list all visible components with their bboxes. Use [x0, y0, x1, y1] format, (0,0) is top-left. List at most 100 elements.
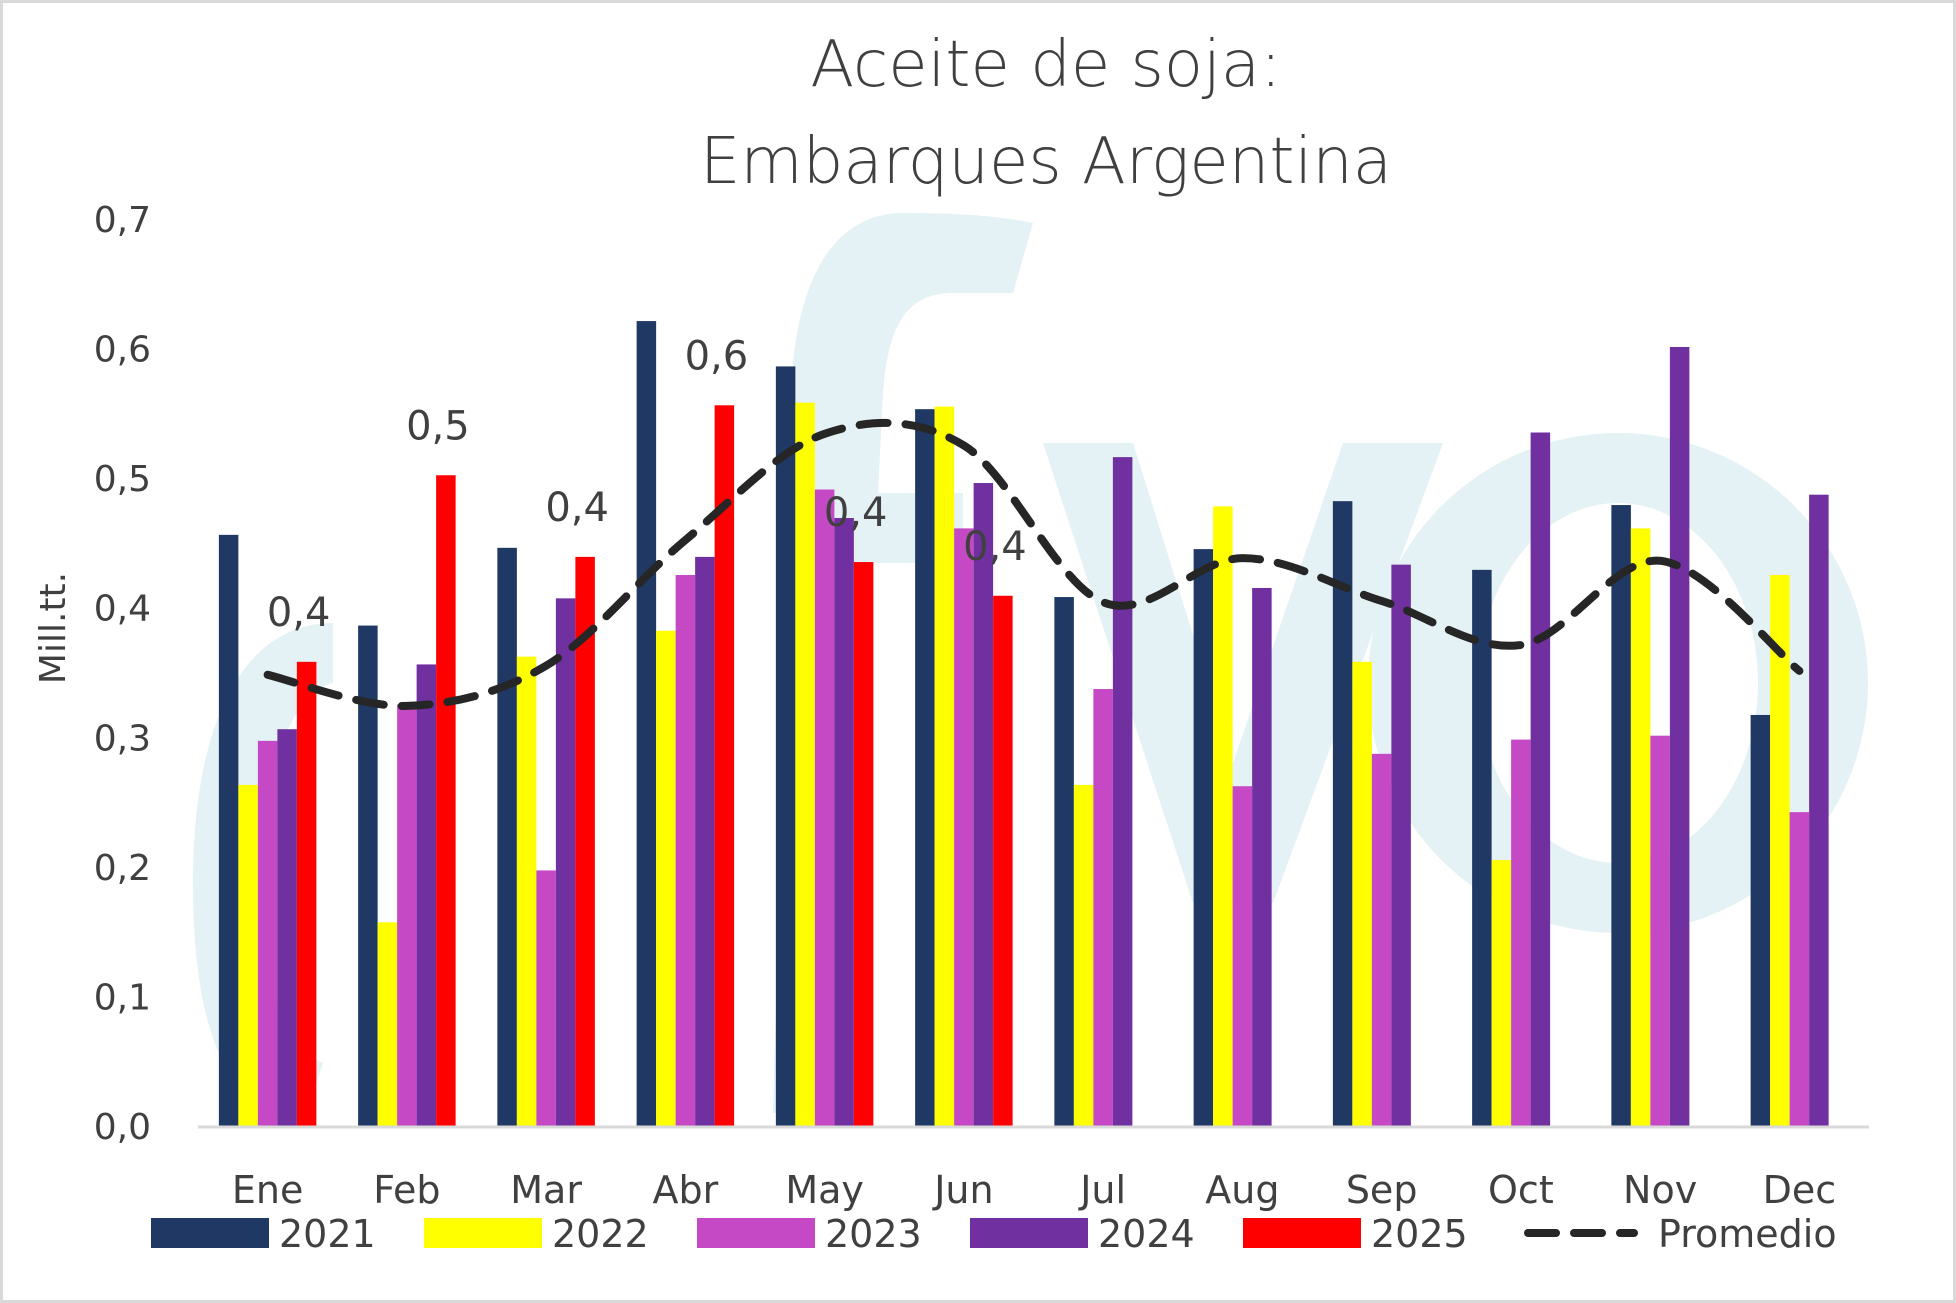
legend-swatch-2022	[424, 1218, 542, 1248]
bar-2021-May	[775, 366, 796, 1127]
x-tick-label: Jul	[1078, 1168, 1126, 1212]
x-tick-label: Abr	[653, 1168, 719, 1212]
bar-2023-Abr	[675, 575, 696, 1127]
bar-2022-Aug	[1213, 506, 1233, 1127]
bar-2021-Sep	[1332, 501, 1353, 1127]
bar-2022-Oct	[1491, 860, 1512, 1127]
data-label-2025-Mar: 0,4	[545, 485, 609, 531]
bar-2024-Abr	[695, 556, 715, 1127]
x-tick-label: Aug	[1205, 1168, 1279, 1212]
bar-2022-Jun	[934, 406, 955, 1127]
bar-2024-Sep	[1391, 564, 1411, 1127]
data-label-2025-Abr: 0,6	[685, 333, 749, 379]
bar-2021-Nov	[1611, 505, 1631, 1127]
legend-swatch-2023	[697, 1218, 815, 1248]
y-tick-label: 0,6	[94, 330, 151, 371]
y-axis-label: Mill.tt.	[33, 572, 74, 684]
y-axis-ticks: 0,0 0,1 0,2 0,3 0,4 0,5 0,6 0,7	[94, 200, 151, 1148]
x-axis-categories: Ene Feb Mar Abr May Jun Jul Aug Sep Oct Nov Dec	[232, 1168, 1836, 1212]
bar-2025-Ene	[296, 661, 317, 1127]
x-tick-label: Oct	[1488, 1168, 1554, 1212]
bar-2022-Abr	[656, 630, 676, 1127]
bar-2022-Ene	[238, 784, 258, 1127]
average-line-layer	[263, 418, 1804, 710]
bars-layer	[218, 321, 1829, 1128]
chart-canvas: Aceite de soja: Embarques Argentina Mill…	[33, 28, 1869, 1256]
x-tick-label: Nov	[1623, 1168, 1697, 1212]
legend: 2021 2022 2023 2024 2025 Promedio	[151, 1212, 1837, 1256]
bar-2022-May	[795, 402, 815, 1128]
bar-2024-Nov	[1669, 346, 1690, 1128]
bar-2021-Abr	[636, 321, 657, 1128]
y-tick-label: 0,2	[94, 848, 151, 889]
legend-label: 2022	[552, 1212, 649, 1256]
legend-swatch-2021	[151, 1218, 269, 1248]
data-label-2025-Feb: 0,5	[406, 403, 470, 449]
bar-2023-Jul	[1093, 689, 1113, 1127]
bar-2021-Feb	[358, 625, 378, 1127]
bar-2024-Jul	[1112, 457, 1133, 1127]
data-label-2025-May: 0,4	[824, 490, 888, 536]
legend-swatch-2025	[1243, 1218, 1361, 1248]
bar-2023-Feb	[397, 704, 417, 1127]
chart-subtitle: Embarques Argentina	[700, 125, 1392, 199]
bar-2023-Mar	[536, 870, 556, 1127]
average-line	[263, 418, 1804, 710]
y-tick-label: 0,3	[94, 718, 151, 759]
bar-2021-Jun	[915, 409, 935, 1127]
legend-label: Promedio	[1658, 1212, 1837, 1256]
bar-2024-Jun	[973, 483, 994, 1127]
legend-label: 2024	[1098, 1212, 1195, 1256]
chart-title-group: Aceite de soja: Embarques Argentina	[700, 28, 1392, 199]
x-tick-label: Sep	[1346, 1168, 1418, 1212]
chart-title: Aceite de soja:	[810, 28, 1281, 102]
bar-2022-Mar	[516, 656, 537, 1127]
bar-2023-Nov	[1650, 735, 1670, 1127]
bar-2024-Feb	[416, 664, 437, 1127]
data-label-2025-Jun: 0,4	[963, 524, 1027, 570]
bar-2025-Jun	[993, 595, 1013, 1127]
x-tick-label: Jun	[932, 1168, 993, 1212]
bar-2022-Feb	[377, 922, 398, 1127]
y-tick-label: 0,7	[94, 200, 151, 241]
bar-2023-Dec	[1789, 812, 1810, 1127]
data-labels-layer: 0,4 0,5 0,4 0,6 0,4 0,4	[267, 333, 1027, 636]
bar-2024-Oct	[1530, 432, 1551, 1127]
bar-2023-Jun	[954, 528, 974, 1127]
bar-2025-Abr	[714, 405, 735, 1128]
bar-2022-Sep	[1352, 661, 1372, 1127]
bar-2025-May	[853, 562, 874, 1127]
bar-2023-Ene	[257, 740, 278, 1127]
legend-label: 2021	[279, 1212, 376, 1256]
bar-2025-Feb	[436, 475, 456, 1127]
bar-2021-Jul	[1054, 597, 1074, 1127]
bar-2024-Aug	[1252, 587, 1272, 1127]
legend-swatch-2024	[970, 1218, 1088, 1248]
x-tick-label: Ene	[232, 1168, 303, 1212]
bar-2023-Aug	[1232, 786, 1253, 1127]
y-tick-label: 0,4	[94, 589, 151, 630]
legend-label: 2025	[1371, 1212, 1468, 1256]
y-tick-label: 0,5	[94, 459, 151, 500]
bar-2022-Dec	[1770, 575, 1790, 1127]
bar-2021-Dec	[1750, 714, 1771, 1127]
bar-2022-Nov	[1630, 528, 1651, 1127]
x-tick-label: Mar	[510, 1168, 582, 1212]
x-tick-label: Dec	[1763, 1168, 1837, 1212]
bar-2021-Aug	[1193, 549, 1214, 1127]
x-tick-label: Feb	[373, 1168, 440, 1212]
bar-2025-Mar	[575, 556, 595, 1127]
y-tick-label: 0,0	[94, 1107, 151, 1148]
bar-2024-Ene	[277, 729, 297, 1127]
bar-2021-Ene	[218, 534, 239, 1127]
bar-2022-Jul	[1073, 784, 1094, 1127]
bar-2024-May	[834, 518, 854, 1127]
bar-2021-Oct	[1472, 569, 1492, 1127]
bar-2023-May	[814, 489, 835, 1128]
data-label-2025-Ene: 0,4	[267, 590, 331, 636]
bar-2023-Sep	[1371, 753, 1392, 1127]
bar-2021-Mar	[497, 547, 517, 1127]
x-tick-label: May	[785, 1168, 864, 1212]
legend-label: 2023	[825, 1212, 922, 1256]
